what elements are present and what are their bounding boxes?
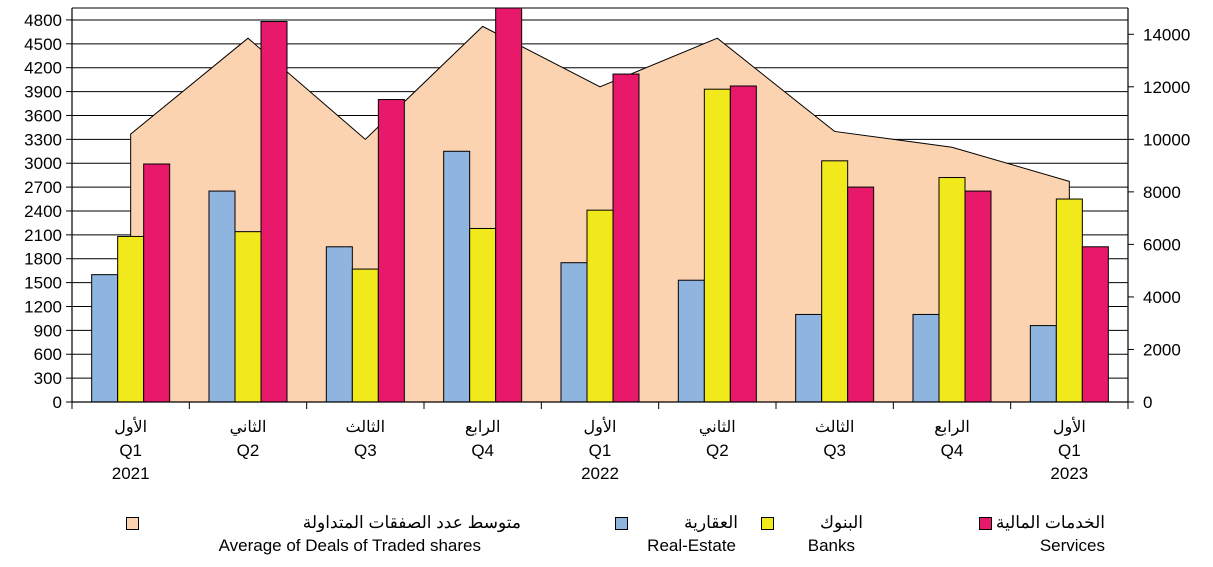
left-tick-label: 4200 — [24, 59, 62, 78]
legend-swatch-average-deals — [125, 517, 139, 531]
left-tick-label: 3600 — [24, 106, 62, 125]
left-tick-label: 2100 — [24, 226, 62, 245]
bar-real_estate — [208, 190, 236, 403]
x-label-quarter: Q1 — [1058, 441, 1081, 460]
left-tick-label: 1200 — [24, 297, 62, 316]
right-tick-label: 8000 — [1143, 183, 1181, 202]
right-tick-label: 0 — [1143, 393, 1152, 412]
bar-banks — [234, 231, 262, 403]
x-label-quarter: Q4 — [471, 441, 494, 460]
bar-services — [377, 99, 405, 403]
x-label-year: 2022 — [581, 464, 619, 483]
bar-real_estate — [677, 279, 705, 403]
legend-swatch-banks — [761, 517, 775, 531]
bar-real_estate — [325, 246, 353, 403]
right-tick-label: 2000 — [1143, 340, 1181, 359]
legend: الخدمات المالية Services البنوك Banks ال… — [0, 512, 1213, 567]
legend-swatch-real-estate — [615, 517, 629, 531]
bar-banks — [938, 177, 966, 403]
right-tick-label: 6000 — [1143, 235, 1181, 254]
x-label-ar: الأول — [584, 417, 617, 436]
x-label-year: 2021 — [112, 464, 150, 483]
x-label-quarter: Q1 — [589, 441, 612, 460]
legend-label-ar-real-estate: العقارية — [684, 513, 738, 532]
bar-services — [260, 21, 288, 403]
bar-real_estate — [560, 262, 588, 403]
x-label-quarter: Q2 — [237, 441, 260, 460]
x-label-ar: الثالث — [815, 419, 855, 436]
x-label-ar: الثاني — [230, 419, 267, 436]
x-label-ar: الثالث — [346, 419, 386, 436]
bar-services — [729, 85, 757, 403]
left-tick-label: 600 — [34, 345, 62, 364]
x-axis-labels: الأول Q1 2021 الثاني Q2 الثالث Q3 الرابع Q4 الأول… — [112, 417, 1088, 483]
legend-label-ar-services: الخدمات المالية — [995, 513, 1105, 532]
x-label-quarter: Q1 — [119, 441, 142, 460]
bar-services — [964, 190, 992, 403]
bar-real_estate — [912, 313, 940, 403]
bar-services — [612, 73, 640, 403]
bar-services — [1081, 246, 1109, 403]
bar-banks — [351, 268, 379, 403]
left-tick-label: 1500 — [24, 274, 62, 293]
bar-banks — [821, 160, 849, 403]
bar-services — [495, 7, 523, 403]
bar-real_estate — [91, 274, 119, 403]
left-tick-label: 3000 — [24, 154, 62, 173]
axes: 0 300 600 900 1200 1500 1800 2100 2400 2700 3000 33… — [24, 8, 1190, 412]
left-tick-label: 3300 — [24, 130, 62, 149]
bar-banks — [117, 235, 145, 403]
x-label-quarter: Q4 — [941, 441, 964, 460]
legend-label-services: Services — [1039, 536, 1105, 555]
x-label-quarter: Q3 — [354, 441, 377, 460]
x-label-year: 2023 — [1050, 464, 1088, 483]
x-label-ar: الأول — [1053, 417, 1086, 436]
legend-label-real-estate: Real-Estate — [647, 536, 736, 555]
left-tick-label: 900 — [34, 321, 62, 340]
left-tick-label: 3900 — [24, 83, 62, 102]
x-label-ar: الأول — [114, 417, 147, 436]
left-tick-label: 4800 — [24, 11, 62, 30]
left-tick-label: 0 — [53, 393, 62, 412]
legend-item-banks: البنوك Banks — [723, 512, 863, 558]
x-label-quarter: Q3 — [823, 441, 846, 460]
left-tick-label: 4500 — [24, 35, 62, 54]
bar-real_estate — [1029, 325, 1057, 403]
bars — [91, 7, 1109, 403]
bar-real_estate — [795, 313, 823, 403]
x-label-quarter: Q2 — [706, 441, 729, 460]
legend-item-services: الخدمات المالية Services — [925, 512, 1105, 558]
bar-banks — [469, 227, 497, 403]
legend-item-real-estate: العقارية Real-Estate — [558, 512, 738, 558]
legend-label-banks: Banks — [807, 536, 855, 555]
bar-real_estate — [443, 150, 471, 403]
left-tick-label: 1800 — [24, 250, 62, 269]
legend-swatch-services — [978, 517, 992, 531]
bar-banks — [586, 209, 614, 403]
bar-banks — [1055, 198, 1083, 403]
legend-item-average-deals: متوسط عدد الصفقات المتداولة Average of D… — [101, 512, 521, 558]
right-tick-label: 10000 — [1143, 130, 1190, 149]
bar-banks — [703, 88, 731, 403]
left-tick-label: 2700 — [24, 178, 62, 197]
legend-label-average-deals: Average of Deals of Traded shares — [218, 536, 481, 555]
right-tick-label: 12000 — [1143, 78, 1190, 97]
bar-services — [847, 186, 875, 403]
left-tick-label: 300 — [34, 369, 62, 388]
x-label-ar: الرابع — [934, 419, 970, 436]
legend-label-ar-banks: البنوك — [820, 513, 863, 532]
left-tick-label: 2400 — [24, 202, 62, 221]
right-tick-label: 4000 — [1143, 288, 1181, 307]
legend-label-ar-average-deals: متوسط عدد الصفقات المتداولة — [302, 513, 521, 532]
right-tick-label: 14000 — [1143, 25, 1190, 44]
bar-services — [143, 163, 171, 403]
x-label-ar: الثاني — [699, 419, 736, 436]
x-label-ar: الرابع — [465, 419, 501, 436]
